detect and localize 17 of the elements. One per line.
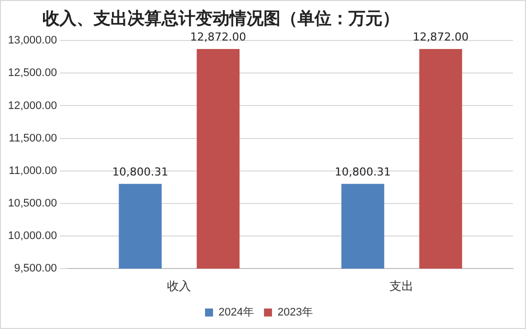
data-label: 10,800.31 xyxy=(334,165,391,178)
legend-label: 2024年 xyxy=(218,306,254,319)
x-tick-label: 支出 xyxy=(390,279,414,294)
y-tick-label: 10,500.00 xyxy=(8,197,57,210)
y-tick-label: 11,000.00 xyxy=(8,164,57,177)
y-tick-label: 13,000.00 xyxy=(8,34,57,47)
data-label: 10,800.31 xyxy=(112,165,168,178)
legend-label: 2023年 xyxy=(278,306,313,319)
data-label: 12,872.00 xyxy=(190,30,246,44)
data-label: 12,872.00 xyxy=(412,30,469,44)
y-tick-label: 11,500.00 xyxy=(8,132,57,144)
y-tick-label: 12,000.00 xyxy=(8,100,57,112)
chart-title: 收入、支出决算总计变动情况图（单位：万元） xyxy=(42,8,400,30)
y-tick-label: 12,500.00 xyxy=(8,67,57,80)
x-tick-label: 收入 xyxy=(167,279,192,294)
y-tick-label: 10,000.00 xyxy=(8,230,57,242)
y-tick-label: 9,500.00 xyxy=(14,262,57,275)
